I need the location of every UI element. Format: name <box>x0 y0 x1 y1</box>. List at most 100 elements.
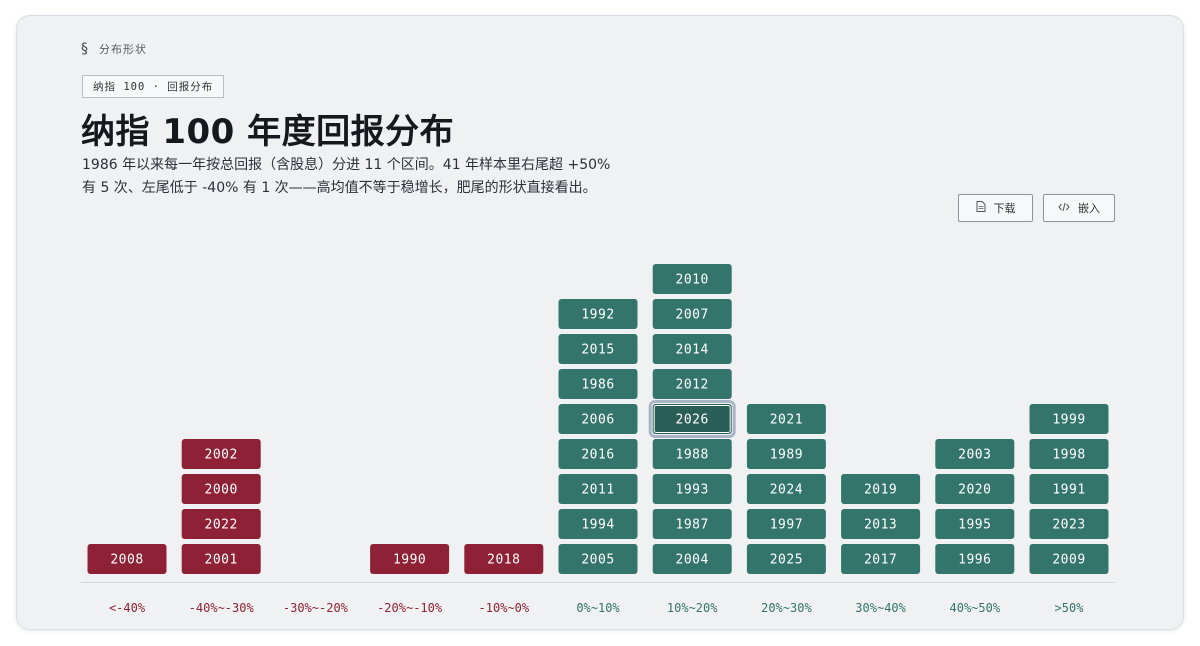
year-tile[interactable]: 2003 <box>935 439 1015 469</box>
year-tile[interactable]: 2013 <box>841 509 921 539</box>
year-label: 2015 <box>581 343 614 358</box>
year-bar <box>652 439 732 469</box>
return-distribution-chart: 2008 <-40% 2001 2022 2000 2002 -40%~-30% -30%~-… <box>81 264 1115 615</box>
year-tile[interactable]: 1987 <box>652 509 732 539</box>
year-bar <box>1029 474 1109 504</box>
year-label: 2011 <box>581 483 614 498</box>
year-tile[interactable]: 2008 <box>87 544 167 574</box>
year-tile[interactable]: 1998 <box>1029 439 1109 469</box>
year-label: 2000 <box>205 483 238 498</box>
category-label: -30%~-20% <box>283 601 349 615</box>
year-label: 2006 <box>581 413 614 428</box>
year-bar <box>652 544 732 574</box>
year-tile[interactable]: 2018 <box>464 544 544 574</box>
chart-tag: 纳指 100 · 回报分布 <box>82 75 225 98</box>
year-tile[interactable]: 2014 <box>652 334 732 364</box>
year-tile[interactable]: 2000 <box>181 474 261 504</box>
year-label: 1991 <box>1052 483 1085 498</box>
category-label: <-40% <box>109 601 146 615</box>
section-label: § 分布形状 <box>81 41 147 57</box>
year-tile[interactable]: 1986 <box>558 369 638 399</box>
year-label: 2024 <box>770 483 803 498</box>
year-tile[interactable]: 2023 <box>1029 509 1109 539</box>
year-label: 2005 <box>581 553 614 568</box>
year-tile[interactable]: 1989 <box>746 439 826 469</box>
year-tile[interactable]: 1993 <box>652 474 732 504</box>
category-label: 0%~10% <box>576 601 620 615</box>
year-label: 1992 <box>581 308 614 323</box>
year-bar <box>558 404 638 434</box>
category-label: -20%~-10% <box>377 601 443 615</box>
year-label: 2021 <box>770 413 803 428</box>
year-bar <box>1029 404 1109 434</box>
year-label: 2008 <box>110 553 143 568</box>
embed-button[interactable]: 嵌入 <box>1043 194 1115 222</box>
year-tile[interactable]: 2002 <box>181 439 261 469</box>
year-label: 2001 <box>205 553 238 568</box>
year-bar <box>935 509 1015 539</box>
download-button[interactable]: 下载 <box>958 194 1033 222</box>
year-label: 2013 <box>864 518 897 533</box>
year-bar <box>652 509 732 539</box>
year-bar <box>181 544 261 574</box>
year-label: 2004 <box>676 553 709 568</box>
year-bar <box>181 439 261 469</box>
year-tile[interactable]: 2020 <box>935 474 1015 504</box>
year-bar <box>87 544 167 574</box>
year-tile[interactable]: 2015 <box>558 334 638 364</box>
year-tile[interactable]: 1997 <box>746 509 826 539</box>
year-tile[interactable]: 2026 <box>648 400 736 438</box>
year-tile[interactable]: 1999 <box>1029 404 1109 434</box>
year-bar <box>652 474 732 504</box>
year-bar <box>558 299 638 329</box>
year-tile[interactable]: 2019 <box>841 474 921 504</box>
year-label: 2003 <box>958 448 991 463</box>
year-bar <box>746 474 826 504</box>
year-tile[interactable]: 1996 <box>935 544 1015 574</box>
year-label: 2016 <box>581 448 614 463</box>
embed-label: 嵌入 <box>1078 202 1100 215</box>
year-tile[interactable]: 2024 <box>746 474 826 504</box>
chart-card: § 分布形状 纳指 100 · 回报分布 纳指 100 年度回报分布 1986 年… <box>16 15 1184 630</box>
year-tile[interactable]: 2010 <box>652 264 732 294</box>
page-title: 纳指 100 年度回报分布 <box>81 112 455 152</box>
year-tile[interactable]: 2022 <box>181 509 261 539</box>
year-tile[interactable]: 2016 <box>558 439 638 469</box>
category-label: -40%~-30% <box>189 601 255 615</box>
year-label: 2010 <box>676 273 709 288</box>
year-bar <box>841 509 921 539</box>
year-tile[interactable]: 2025 <box>746 544 826 574</box>
chart-description: 1986 年以来每一年按总回报（含股息）分进 11 个区间。41 年样本里右尾超… <box>82 157 611 196</box>
year-tile[interactable]: 2021 <box>746 404 826 434</box>
year-tile[interactable]: 2012 <box>652 369 732 399</box>
year-tile[interactable]: 1991 <box>1029 474 1109 504</box>
year-tile[interactable]: 1994 <box>558 509 638 539</box>
year-tile[interactable]: 1992 <box>558 299 638 329</box>
year-bar <box>652 404 732 434</box>
year-label: 1987 <box>676 518 709 533</box>
year-bar <box>1029 544 1109 574</box>
category-label: 40%~50% <box>950 601 1001 615</box>
category-label: -10%~0% <box>479 601 530 615</box>
year-bar <box>1029 439 1109 469</box>
year-tile[interactable]: 2006 <box>558 404 638 434</box>
year-label: 2025 <box>770 553 803 568</box>
year-label: 2017 <box>864 553 897 568</box>
highlight-ring <box>648 400 736 438</box>
year-tile[interactable]: 1995 <box>935 509 1015 539</box>
year-tile[interactable]: 2005 <box>558 544 638 574</box>
year-tile[interactable]: 2017 <box>841 544 921 574</box>
year-tile[interactable]: 2001 <box>181 544 261 574</box>
year-tile[interactable]: 2004 <box>652 544 732 574</box>
year-tile[interactable]: 1990 <box>370 544 450 574</box>
year-tile[interactable]: 2007 <box>652 299 732 329</box>
year-tile[interactable]: 1988 <box>652 439 732 469</box>
section-icon: § <box>81 41 89 57</box>
year-bar <box>1029 509 1109 539</box>
category-label: 10%~20% <box>667 601 718 615</box>
year-label: 1989 <box>770 448 803 463</box>
year-bar <box>935 544 1015 574</box>
year-tile[interactable]: 2009 <box>1029 544 1109 574</box>
code-icon <box>1058 202 1070 215</box>
year-tile[interactable]: 2011 <box>558 474 638 504</box>
